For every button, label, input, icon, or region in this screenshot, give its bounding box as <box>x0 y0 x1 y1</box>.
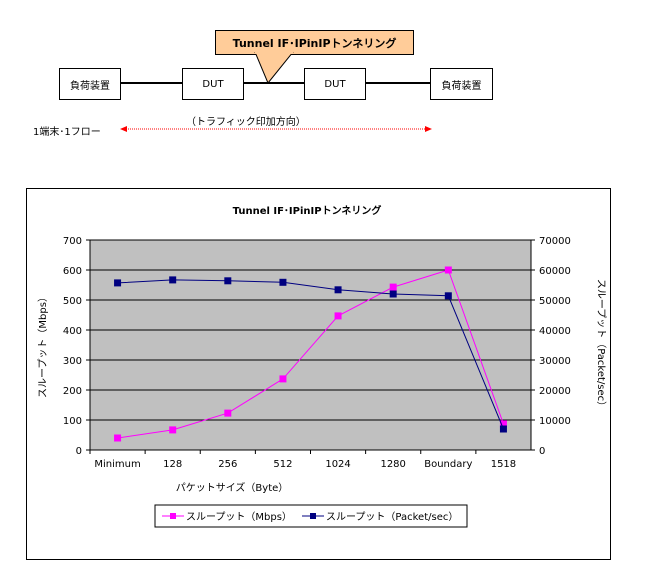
legend-marker <box>310 513 316 519</box>
data-point <box>279 278 287 286</box>
x-tick-label: 256 <box>218 459 237 470</box>
x-tick-label: 128 <box>163 459 182 470</box>
y-axis-label: スループット（Mbps） <box>37 292 49 398</box>
y2-tick-label: 60000 <box>539 266 571 277</box>
direction-arrow <box>120 126 432 132</box>
y-tick-label: 0 <box>76 446 82 457</box>
plot-background <box>89 239 532 451</box>
y-tick-label: 600 <box>63 266 82 277</box>
data-point <box>224 409 232 417</box>
y-tick-label: 400 <box>63 326 82 337</box>
y-tick-label: 700 <box>63 236 82 247</box>
chart-area <box>26 188 611 560</box>
y2-tick-label: 30000 <box>539 356 571 367</box>
data-point <box>169 276 177 284</box>
data-point <box>444 266 452 274</box>
data-point <box>279 375 287 383</box>
data-point <box>499 420 507 428</box>
data-point <box>334 312 342 320</box>
y2-tick-label: 70000 <box>539 236 571 247</box>
direction-label: （トラフィック印加方向） <box>186 117 306 128</box>
data-point <box>169 426 177 434</box>
data-point <box>444 292 452 300</box>
chart-title: Tunnel IF･IPinIPトンネリング <box>233 204 382 217</box>
y-tick-label: 200 <box>63 386 82 397</box>
load-device-right: 負荷装置 <box>430 68 493 100</box>
data-point <box>224 277 232 285</box>
series-line <box>117 269 504 439</box>
legend-label: スループット（Packet/sec） <box>326 511 458 523</box>
data-point <box>114 434 122 442</box>
dut-2: DUT <box>304 68 366 100</box>
data-point <box>389 290 397 298</box>
y-tick-label: 100 <box>63 416 82 427</box>
data-point <box>499 425 507 433</box>
x-tick-label: 1024 <box>325 459 350 470</box>
data-point <box>389 283 397 291</box>
legend-label: スループット（Mbps） <box>186 511 292 523</box>
y2-tick-label: 0 <box>539 446 545 457</box>
x-tick-label: 1280 <box>380 459 405 470</box>
y2-tick-label: 50000 <box>539 296 571 307</box>
x-tick-label: Boundary <box>424 459 472 470</box>
y2-tick-label: 20000 <box>539 386 571 397</box>
y-tick-label: 300 <box>63 356 82 367</box>
link-line <box>120 82 432 84</box>
legend-marker <box>170 513 176 519</box>
data-point <box>334 286 342 294</box>
data-point <box>114 279 122 287</box>
callout: Tunnel IF･IPinIPトンネリング <box>215 30 414 55</box>
y2-axis-label: スループット（Packet/sec） <box>595 279 607 411</box>
x-tick-label: 1518 <box>491 459 516 470</box>
dut-1: DUT <box>182 68 244 100</box>
load-device-left: 負荷装置 <box>59 68 121 100</box>
y2-tick-label: 10000 <box>539 416 571 427</box>
x-axis-label: パケットサイズ（Byte） <box>176 481 289 494</box>
x-tick-label: 512 <box>273 459 292 470</box>
y-tick-label: 500 <box>63 296 82 307</box>
x-tick-label: Minimum <box>94 459 140 470</box>
y2-tick-label: 40000 <box>539 326 571 337</box>
flow-label: 1端末･1フロー <box>33 127 101 138</box>
callout-pointer <box>254 52 294 84</box>
series-line <box>117 279 504 430</box>
